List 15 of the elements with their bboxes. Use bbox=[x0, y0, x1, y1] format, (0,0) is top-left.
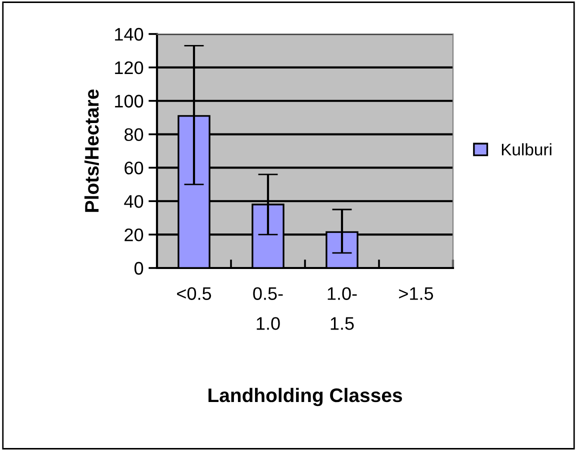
x-tick-label: 0.5- 1.0 bbox=[253, 287, 283, 330]
y-tick-label: 80 bbox=[124, 128, 144, 142]
x-tick-label: <0.5 bbox=[177, 287, 212, 300]
x-tick-label: 1.0- 1.5 bbox=[328, 287, 357, 330]
x-axis-title: Landholding Classes bbox=[208, 388, 402, 406]
y-tick-label: 120 bbox=[115, 61, 144, 74]
y-tick-label: 40 bbox=[124, 195, 144, 208]
y-axis-title: Plots/Hectare bbox=[84, 90, 99, 212]
x-tick-label: >1.5 bbox=[399, 287, 434, 300]
y-tick-label: 60 bbox=[124, 162, 144, 174]
y-tick-label: 20 bbox=[124, 228, 144, 242]
y-tick-label: 140 bbox=[115, 28, 144, 41]
y-tick-label: 0 bbox=[134, 262, 144, 275]
legend-label: Kulburi bbox=[502, 143, 552, 156]
y-tick-label: 100 bbox=[115, 94, 144, 108]
